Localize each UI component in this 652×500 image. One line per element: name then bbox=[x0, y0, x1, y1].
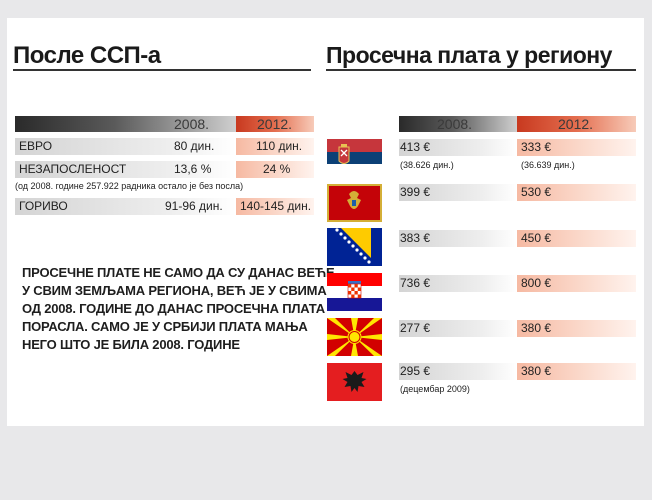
macedonia-2008-value: 277 € bbox=[400, 321, 431, 335]
left-year-2008: 2008. bbox=[174, 116, 210, 132]
croatia-2008-band bbox=[399, 275, 517, 292]
row-euro-2012: 110 дин. bbox=[256, 139, 303, 153]
row-euro-band bbox=[15, 138, 236, 155]
serbia-2008-band bbox=[399, 139, 517, 156]
right-header-2012-bar bbox=[517, 116, 636, 132]
right-header-2008-bar bbox=[399, 116, 517, 132]
macedonia-2012-band bbox=[517, 320, 636, 337]
left-year-2012: 2012. bbox=[257, 116, 293, 132]
bosnia-2008-band bbox=[399, 230, 517, 247]
albania-2008-note: (децембар 2009) bbox=[400, 384, 470, 394]
albania-2012-band bbox=[517, 363, 636, 380]
row-unemployment-2008: 13,6 % bbox=[174, 162, 212, 176]
row-fuel-band-2012 bbox=[236, 198, 314, 215]
croatia-2012-band bbox=[517, 275, 636, 292]
summary-paragraph: ПРОСЕЧНЕ ПЛАТЕ НЕ САМО ДА СУ ДАНАС ВЕЋЕ … bbox=[22, 264, 335, 354]
right-title: Просечна плата у региону bbox=[326, 42, 612, 68]
serbia-2012-value: 333 € bbox=[521, 140, 552, 154]
row-fuel-band bbox=[15, 198, 236, 215]
right-year-2012: 2012. bbox=[558, 116, 594, 132]
row-unemployment-2012: 24 % bbox=[263, 162, 291, 176]
montenegro-2008-value: 399 € bbox=[400, 185, 431, 199]
right-title-rule bbox=[326, 69, 636, 71]
paragraph-line: ПРОСЕЧНЕ ПЛАТЕ НЕ САМО ДА СУ ДАНАС ВЕЋЕ bbox=[22, 265, 335, 280]
albania-2012-value: 380 € bbox=[521, 364, 552, 378]
serbia-2012-note: (36.639 дин.) bbox=[521, 160, 575, 170]
unemployment-note: (од 2008. године 257.922 радника остало … bbox=[15, 181, 244, 191]
infographic-card: После ССП-а 2008. 2012. ЕВРО 80 дин. 110… bbox=[7, 18, 644, 426]
croatia-2012-value: 800 € bbox=[521, 276, 552, 290]
bosnia-2012-band bbox=[517, 230, 636, 247]
row-fuel-label: ГОРИВО bbox=[19, 199, 68, 213]
serbia-2012-band bbox=[517, 139, 636, 156]
paragraph-line: НЕГО ШТО ЈЕ БИЛА 2008. ГОДИНЕ bbox=[22, 337, 240, 352]
serbia-flag-icon bbox=[327, 139, 382, 177]
montenegro-2008-band bbox=[399, 184, 517, 201]
row-unemployment-label: НЕЗАПОСЛЕНОСТ bbox=[19, 162, 127, 176]
bosnia-flag-icon bbox=[327, 228, 382, 266]
paragraph-line: ОД 2008. ГОДИНЕ ДО ДАНАС ПРОСЕЧНА ПЛАТА bbox=[22, 301, 325, 316]
bosnia-2012-value: 450 € bbox=[521, 231, 552, 245]
row-fuel-2012: 140-145 дин. bbox=[240, 199, 312, 213]
row-unemployment-band bbox=[15, 161, 236, 178]
left-header-2012-bar bbox=[236, 116, 314, 132]
row-unemployment-band-2012 bbox=[236, 161, 314, 178]
macedonia-flag-icon bbox=[327, 318, 382, 356]
bosnia-2008-value: 383 € bbox=[400, 231, 431, 245]
row-fuel-2008: 91-96 дин. bbox=[165, 199, 223, 213]
paragraph-line: ПОРАСЛА. САМО ЈЕ У СРБИЈИ ПЛАТА МАЊА bbox=[22, 319, 308, 334]
albania-flag-icon bbox=[327, 363, 382, 401]
right-year-2008: 2008. bbox=[437, 116, 473, 132]
row-euro-band-2012 bbox=[236, 138, 314, 155]
macedonia-2008-band bbox=[399, 320, 517, 337]
croatia-2008-value: 736 € bbox=[400, 276, 431, 290]
albania-2008-band bbox=[399, 363, 517, 380]
left-title: После ССП-а bbox=[13, 42, 161, 69]
croatia-flag-icon bbox=[327, 273, 382, 311]
row-euro-2008: 80 дин. bbox=[174, 139, 215, 153]
serbia-2008-value: 413 € bbox=[400, 140, 431, 154]
left-title-rule bbox=[13, 69, 311, 71]
left-header-2008-bar bbox=[15, 116, 236, 132]
row-euro-label: ЕВРО bbox=[19, 139, 53, 153]
paragraph-line: У СВИМ ЗЕМЉАМА РЕГИОНА, ВЕЋ ЈЕ У СВИМА bbox=[22, 283, 327, 298]
serbia-2008-note: (38.626 дин.) bbox=[400, 160, 454, 170]
macedonia-2012-value: 380 € bbox=[521, 321, 552, 335]
montenegro-2012-band bbox=[517, 184, 636, 201]
montenegro-2012-value: 530 € bbox=[521, 185, 552, 199]
albania-2008-value: 295 € bbox=[400, 364, 431, 378]
montenegro-flag-icon bbox=[327, 184, 382, 222]
